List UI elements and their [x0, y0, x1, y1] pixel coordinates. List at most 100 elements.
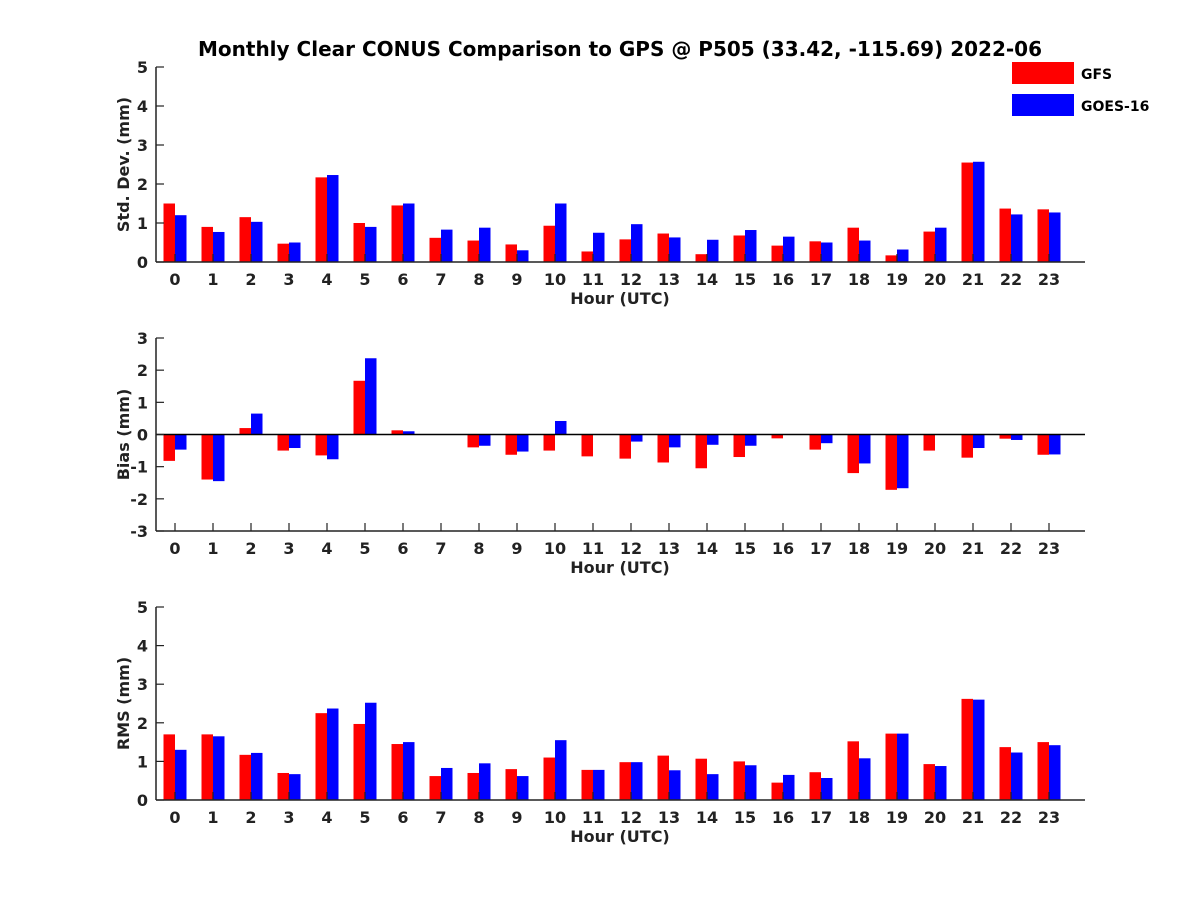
bar-goes-16-0: [175, 434, 187, 450]
bar-goes-16-11: [593, 232, 605, 262]
bar-goes-16-23: [1049, 745, 1061, 800]
bar-goes-16-21: [973, 434, 985, 449]
bar-gfs-5: [353, 723, 365, 800]
x-tick-label: 0: [169, 808, 180, 827]
x-tick-label: 7: [435, 270, 446, 289]
bar-goes-16-19: [897, 434, 909, 489]
x-tick-label: 20: [924, 539, 946, 558]
x-tick-label: 4: [321, 270, 332, 289]
x-tick-label: 12: [620, 808, 642, 827]
bar-gfs-13: [657, 434, 669, 463]
bar-goes-16-8: [479, 434, 491, 446]
x-tick-label: 2: [245, 808, 256, 827]
bar-gfs-9: [505, 769, 517, 800]
y-tick-label: 3: [137, 675, 148, 694]
x-tick-label: 6: [397, 808, 408, 827]
bar-gfs-4: [315, 713, 327, 800]
bar-goes-16-12: [631, 224, 643, 262]
bar-gfs-16: [771, 434, 783, 439]
bar-gfs-11: [581, 769, 593, 800]
x-tick-label: 1: [207, 270, 218, 289]
bar-gfs-0: [163, 734, 175, 800]
bar-gfs-5: [353, 380, 365, 435]
bar-gfs-21: [961, 434, 973, 458]
bar-goes-16-18: [859, 758, 871, 800]
bar-gfs-17: [809, 241, 821, 262]
bar-gfs-1: [201, 734, 213, 800]
bar-gfs-18: [847, 227, 859, 262]
x-tick-label: 6: [397, 270, 408, 289]
x-tick-label: 20: [924, 808, 946, 827]
y-tick-label: -2: [130, 490, 148, 509]
bar-goes-16-2: [251, 413, 263, 435]
bar-goes-16-10: [555, 420, 567, 435]
bar-goes-16-22: [1011, 214, 1023, 262]
x-tick-label: 21: [962, 808, 984, 827]
x-tick-label: 4: [321, 539, 332, 558]
x-tick-label: 14: [696, 539, 718, 558]
bar-goes-16-14: [707, 434, 719, 445]
x-tick-label: 2: [245, 539, 256, 558]
bar-gfs-20: [923, 231, 935, 262]
y-tick-label: 0: [137, 791, 148, 810]
x-tick-label: 23: [1038, 270, 1060, 289]
bar-goes-16-22: [1011, 752, 1023, 800]
x-tick-label: 1: [207, 539, 218, 558]
bar-goes-16-3: [289, 242, 301, 262]
x-tick-label: 17: [810, 808, 832, 827]
bar-goes-16-17: [821, 778, 833, 800]
bar-gfs-17: [809, 772, 821, 800]
x-tick-label: 11: [582, 539, 604, 558]
bar-goes-16-17: [821, 434, 833, 444]
x-tick-label: 5: [359, 808, 370, 827]
y-tick-label: 2: [137, 175, 148, 194]
bar-goes-16-3: [289, 774, 301, 800]
bar-gfs-3: [277, 772, 289, 800]
bar-goes-16-6: [403, 431, 415, 435]
bar-goes-16-0: [175, 749, 187, 800]
bar-gfs-19: [885, 434, 897, 490]
x-axis-label: Hour (UTC): [570, 289, 670, 308]
legend-label-goes-16: GOES-16: [1081, 99, 1149, 115]
bar-gfs-1: [201, 434, 213, 480]
x-tick-label: 17: [810, 270, 832, 289]
bar-gfs-5: [353, 223, 365, 262]
bar-goes-16-6: [403, 742, 415, 800]
bar-gfs-17: [809, 434, 821, 450]
bar-gfs-2: [239, 754, 251, 800]
bar-goes-16-23: [1049, 212, 1061, 262]
y-axis-label: RMS (mm): [114, 657, 133, 750]
bar-goes-16-13: [669, 770, 681, 800]
bar-gfs-20: [923, 764, 935, 800]
x-tick-label: 10: [544, 808, 566, 827]
x-tick-label: 4: [321, 808, 332, 827]
bar-gfs-18: [847, 434, 859, 474]
x-tick-label: 16: [772, 270, 794, 289]
y-tick-label: 1: [137, 214, 148, 233]
x-tick-label: 8: [473, 539, 484, 558]
bar-gfs-14: [695, 434, 707, 469]
bar-gfs-8: [467, 772, 479, 800]
x-tick-label: 7: [435, 808, 446, 827]
bar-gfs-21: [961, 162, 973, 262]
bar-gfs-12: [619, 434, 631, 459]
x-tick-label: 21: [962, 539, 984, 558]
bar-goes-16-8: [479, 763, 491, 800]
x-tick-label: 15: [734, 808, 756, 827]
bar-gfs-3: [277, 434, 289, 451]
bar-gfs-13: [657, 233, 669, 262]
bar-gfs-19: [885, 733, 897, 800]
bar-gfs-4: [315, 177, 327, 262]
bar-gfs-8: [467, 434, 479, 448]
bar-goes-16-5: [365, 226, 377, 262]
x-tick-label: 14: [696, 808, 718, 827]
bar-gfs-15: [733, 434, 745, 458]
bar-goes-16-11: [593, 769, 605, 800]
x-tick-label: 19: [886, 539, 908, 558]
bar-goes-16-20: [935, 766, 947, 800]
x-tick-label: 22: [1000, 808, 1022, 827]
